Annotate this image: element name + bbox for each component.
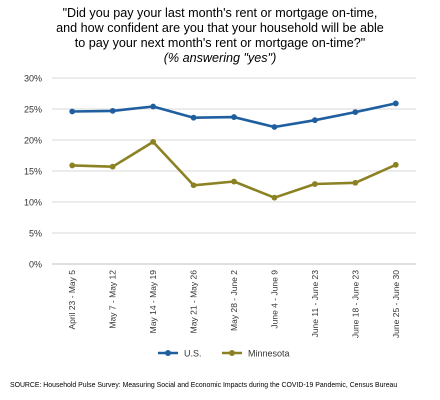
- title-line-1: "Did you pay your last month's rent or m…: [62, 6, 378, 20]
- x-tick-label: June 4 - June 9: [269, 270, 279, 329]
- x-tick-label: May 14 - May 19: [148, 270, 158, 334]
- y-tick-label: 5%: [29, 229, 42, 239]
- data-point: [352, 179, 359, 186]
- legend-label: Minnesota: [248, 349, 290, 359]
- data-point: [231, 178, 237, 185]
- data-point: [392, 161, 399, 168]
- y-tick-label: 25%: [24, 105, 42, 115]
- x-tick-label: June 18 - June 23: [350, 270, 360, 338]
- data-point: [311, 117, 318, 124]
- x-tick-label: June 11 - June 23: [310, 270, 320, 338]
- y-tick-label: 0%: [29, 260, 42, 270]
- y-tick-label: 15%: [24, 167, 42, 177]
- data-point: [69, 162, 76, 169]
- data-point: [311, 181, 318, 187]
- legend-swatch-marker: [229, 350, 235, 356]
- data-point: [352, 109, 359, 115]
- data-point: [190, 182, 197, 189]
- data-point: [190, 114, 197, 121]
- data-point: [392, 100, 399, 107]
- y-tick-label: 20%: [24, 136, 42, 146]
- title-line-2: and how confident are you that your hous…: [56, 21, 384, 35]
- data-point: [109, 163, 116, 170]
- data-point: [150, 103, 157, 110]
- data-point: [69, 108, 76, 115]
- data-point: [271, 124, 278, 130]
- x-tick-label: May 7 - May 12: [108, 270, 118, 329]
- x-tick-label: May 28 - June 2: [229, 270, 239, 331]
- source-note: SOURCE: Household Pulse Survey: Measurin…: [10, 382, 398, 389]
- y-tick-label: 30%: [24, 74, 42, 84]
- data-point: [231, 114, 237, 120]
- data-point: [109, 107, 116, 114]
- y-tick-label: 10%: [24, 198, 42, 208]
- legend-swatch-marker: [165, 350, 171, 356]
- title-line-3: to pay your next month's rent or mortgag…: [74, 36, 366, 50]
- x-tick-label: June 25 - June 30: [391, 270, 401, 338]
- legend-label: U.S.: [184, 349, 202, 359]
- data-point: [150, 138, 157, 145]
- x-tick-label: May 21 - May 26: [189, 270, 199, 334]
- chart-title: "Did you pay your last month's rent or m…: [0, 6, 440, 66]
- data-point: [271, 194, 278, 201]
- chart-subtitle: (% answering "yes"): [163, 51, 277, 65]
- series-line-minnesota: [72, 140, 397, 199]
- x-tick-label: April 23 - May 5: [67, 270, 77, 330]
